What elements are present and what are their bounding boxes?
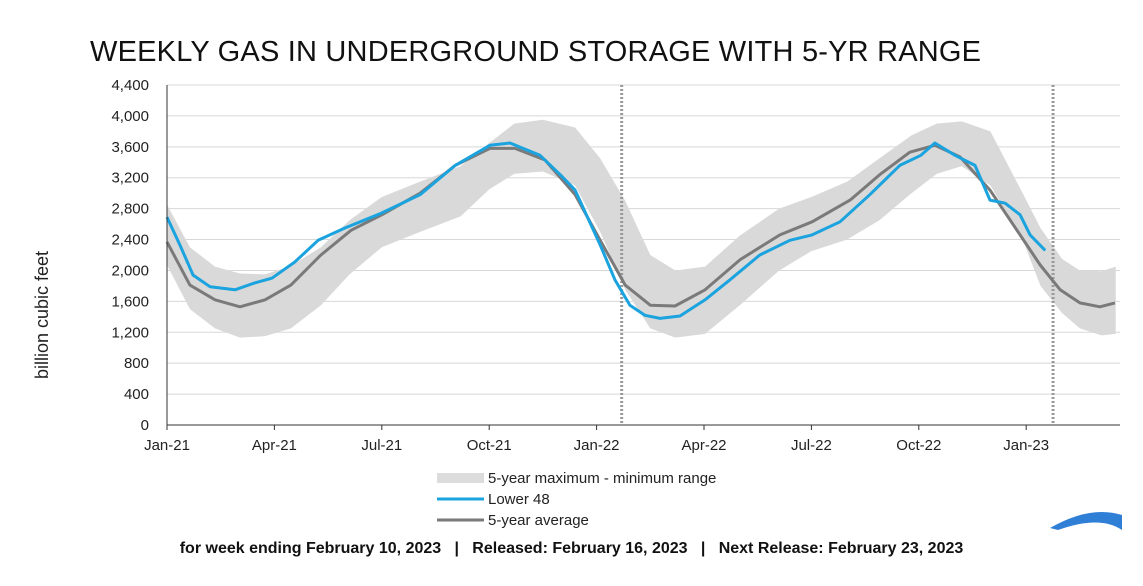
y-tick-label: 4,400 bbox=[111, 77, 149, 94]
y-tick-label: 400 bbox=[124, 386, 149, 403]
x-tick-label: Jul-22 bbox=[791, 437, 832, 454]
y-axis-label: billion cubic feet bbox=[32, 251, 52, 379]
legend-lower-48-label: Lower 48 bbox=[488, 491, 550, 508]
x-tick-label: Jan-22 bbox=[574, 437, 620, 454]
y-tick-label: 2,800 bbox=[111, 201, 149, 218]
y-tick-label: 1,600 bbox=[111, 293, 149, 310]
y-tick-label: 2,000 bbox=[111, 262, 149, 279]
logo-swoosh bbox=[1050, 511, 1122, 530]
x-tick-label: Apr-22 bbox=[681, 437, 726, 454]
y-tick-label: 2,400 bbox=[111, 232, 149, 249]
y-tick-label: 3,200 bbox=[111, 170, 149, 187]
x-tick-label: Jul-21 bbox=[361, 437, 402, 454]
legend-range-label: 5-year maximum - minimum range bbox=[488, 470, 716, 487]
x-tick-label: Oct-21 bbox=[467, 437, 512, 454]
x-tick-label: Oct-22 bbox=[896, 437, 941, 454]
five-year-average-line bbox=[165, 143, 1116, 309]
range-band bbox=[167, 119, 1116, 338]
y-tick-label: 4,000 bbox=[111, 108, 149, 125]
y-tick-label: 1,200 bbox=[111, 324, 149, 341]
x-tick-label: Apr-21 bbox=[252, 437, 297, 454]
y-tick-label: 800 bbox=[124, 355, 149, 372]
y-tick-label: 3,600 bbox=[111, 139, 149, 156]
release-info: for week ending February 10, 2023 | Rele… bbox=[179, 540, 964, 557]
chart-title: WEEKLY GAS IN UNDERGROUND STORAGE WITH 5… bbox=[90, 36, 982, 68]
legend-average-label: 5-year average bbox=[488, 512, 589, 529]
x-tick-label: Jan-21 bbox=[144, 437, 190, 454]
y-tick-label: 0 bbox=[141, 417, 149, 434]
lower-48-line bbox=[165, 141, 1047, 320]
x-tick-label: Jan-23 bbox=[1003, 437, 1049, 454]
